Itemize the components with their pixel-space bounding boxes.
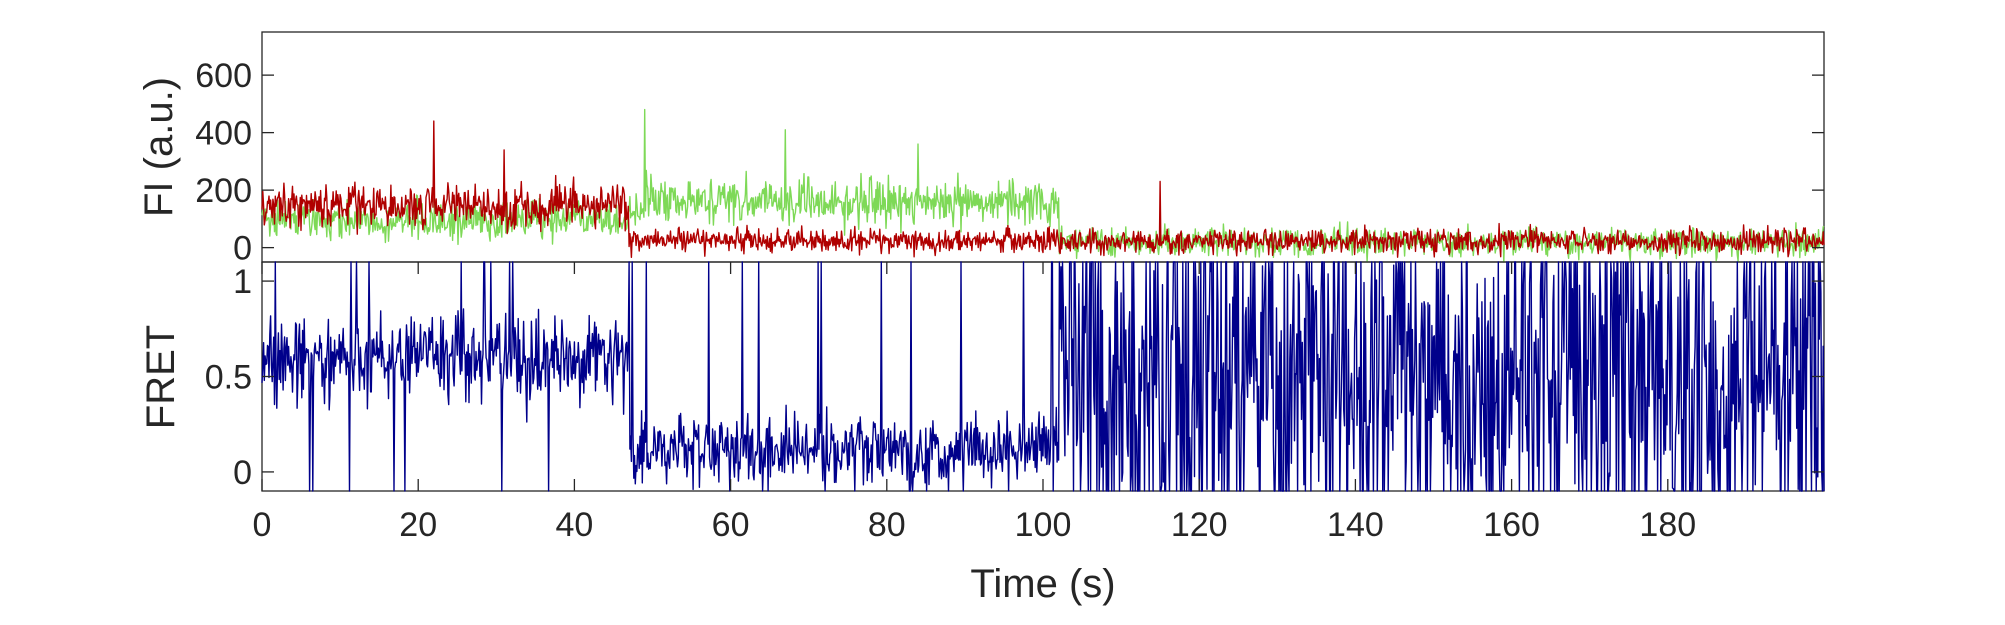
fret-y-ticks: 00.51: [205, 263, 1824, 492]
intensity-traces: [261, 108, 1825, 263]
intensity-series-1: [261, 120, 1825, 258]
fret-y-axis-label: FRET: [139, 325, 183, 429]
intensity-y-tick-label: 600: [195, 57, 252, 95]
intensity-y-tick-label: 0: [233, 230, 252, 268]
time-x-axis-label: Time (s): [970, 562, 1115, 606]
intensity-panel: 0 200 400 600 FI (a.u.): [137, 31, 1825, 268]
fret-y-tick-label: 0: [233, 454, 252, 492]
intensity-y-ticks: 0 200 400 600: [195, 57, 1824, 268]
time-x-tick-label: 100: [1015, 506, 1072, 544]
time-x-tick-label: 160: [1483, 506, 1540, 544]
fret-series-0: [261, 261, 1825, 492]
intensity-y-axis-label: FI (a.u.): [137, 77, 181, 217]
time-x-tick-label: 180: [1639, 506, 1696, 544]
time-x-tick-label: 20: [399, 506, 437, 544]
time-x-tick-label: 120: [1171, 506, 1228, 544]
fret-y-tick-label: 1: [233, 263, 252, 301]
time-x-tick-label: 40: [555, 506, 593, 544]
time-x-tick-label: 0: [253, 506, 272, 544]
fret-traces: [261, 261, 1825, 492]
time-x-tick-label: 80: [868, 506, 906, 544]
intensity-y-tick-label: 200: [195, 172, 252, 210]
time-x-tick-label: 60: [712, 506, 750, 544]
intensity-y-tick-label: 400: [195, 115, 252, 153]
time-x-tick-label: 140: [1327, 506, 1384, 544]
fret-panel: 00.51 0 20 40 60 80 100 120 140 160 180 FRET Time…: [139, 261, 1825, 606]
time-x-ticks: 0 20 40 60 80 100 120 140 160 180: [253, 262, 1696, 544]
fret-y-tick-label: 0.5: [205, 359, 252, 397]
